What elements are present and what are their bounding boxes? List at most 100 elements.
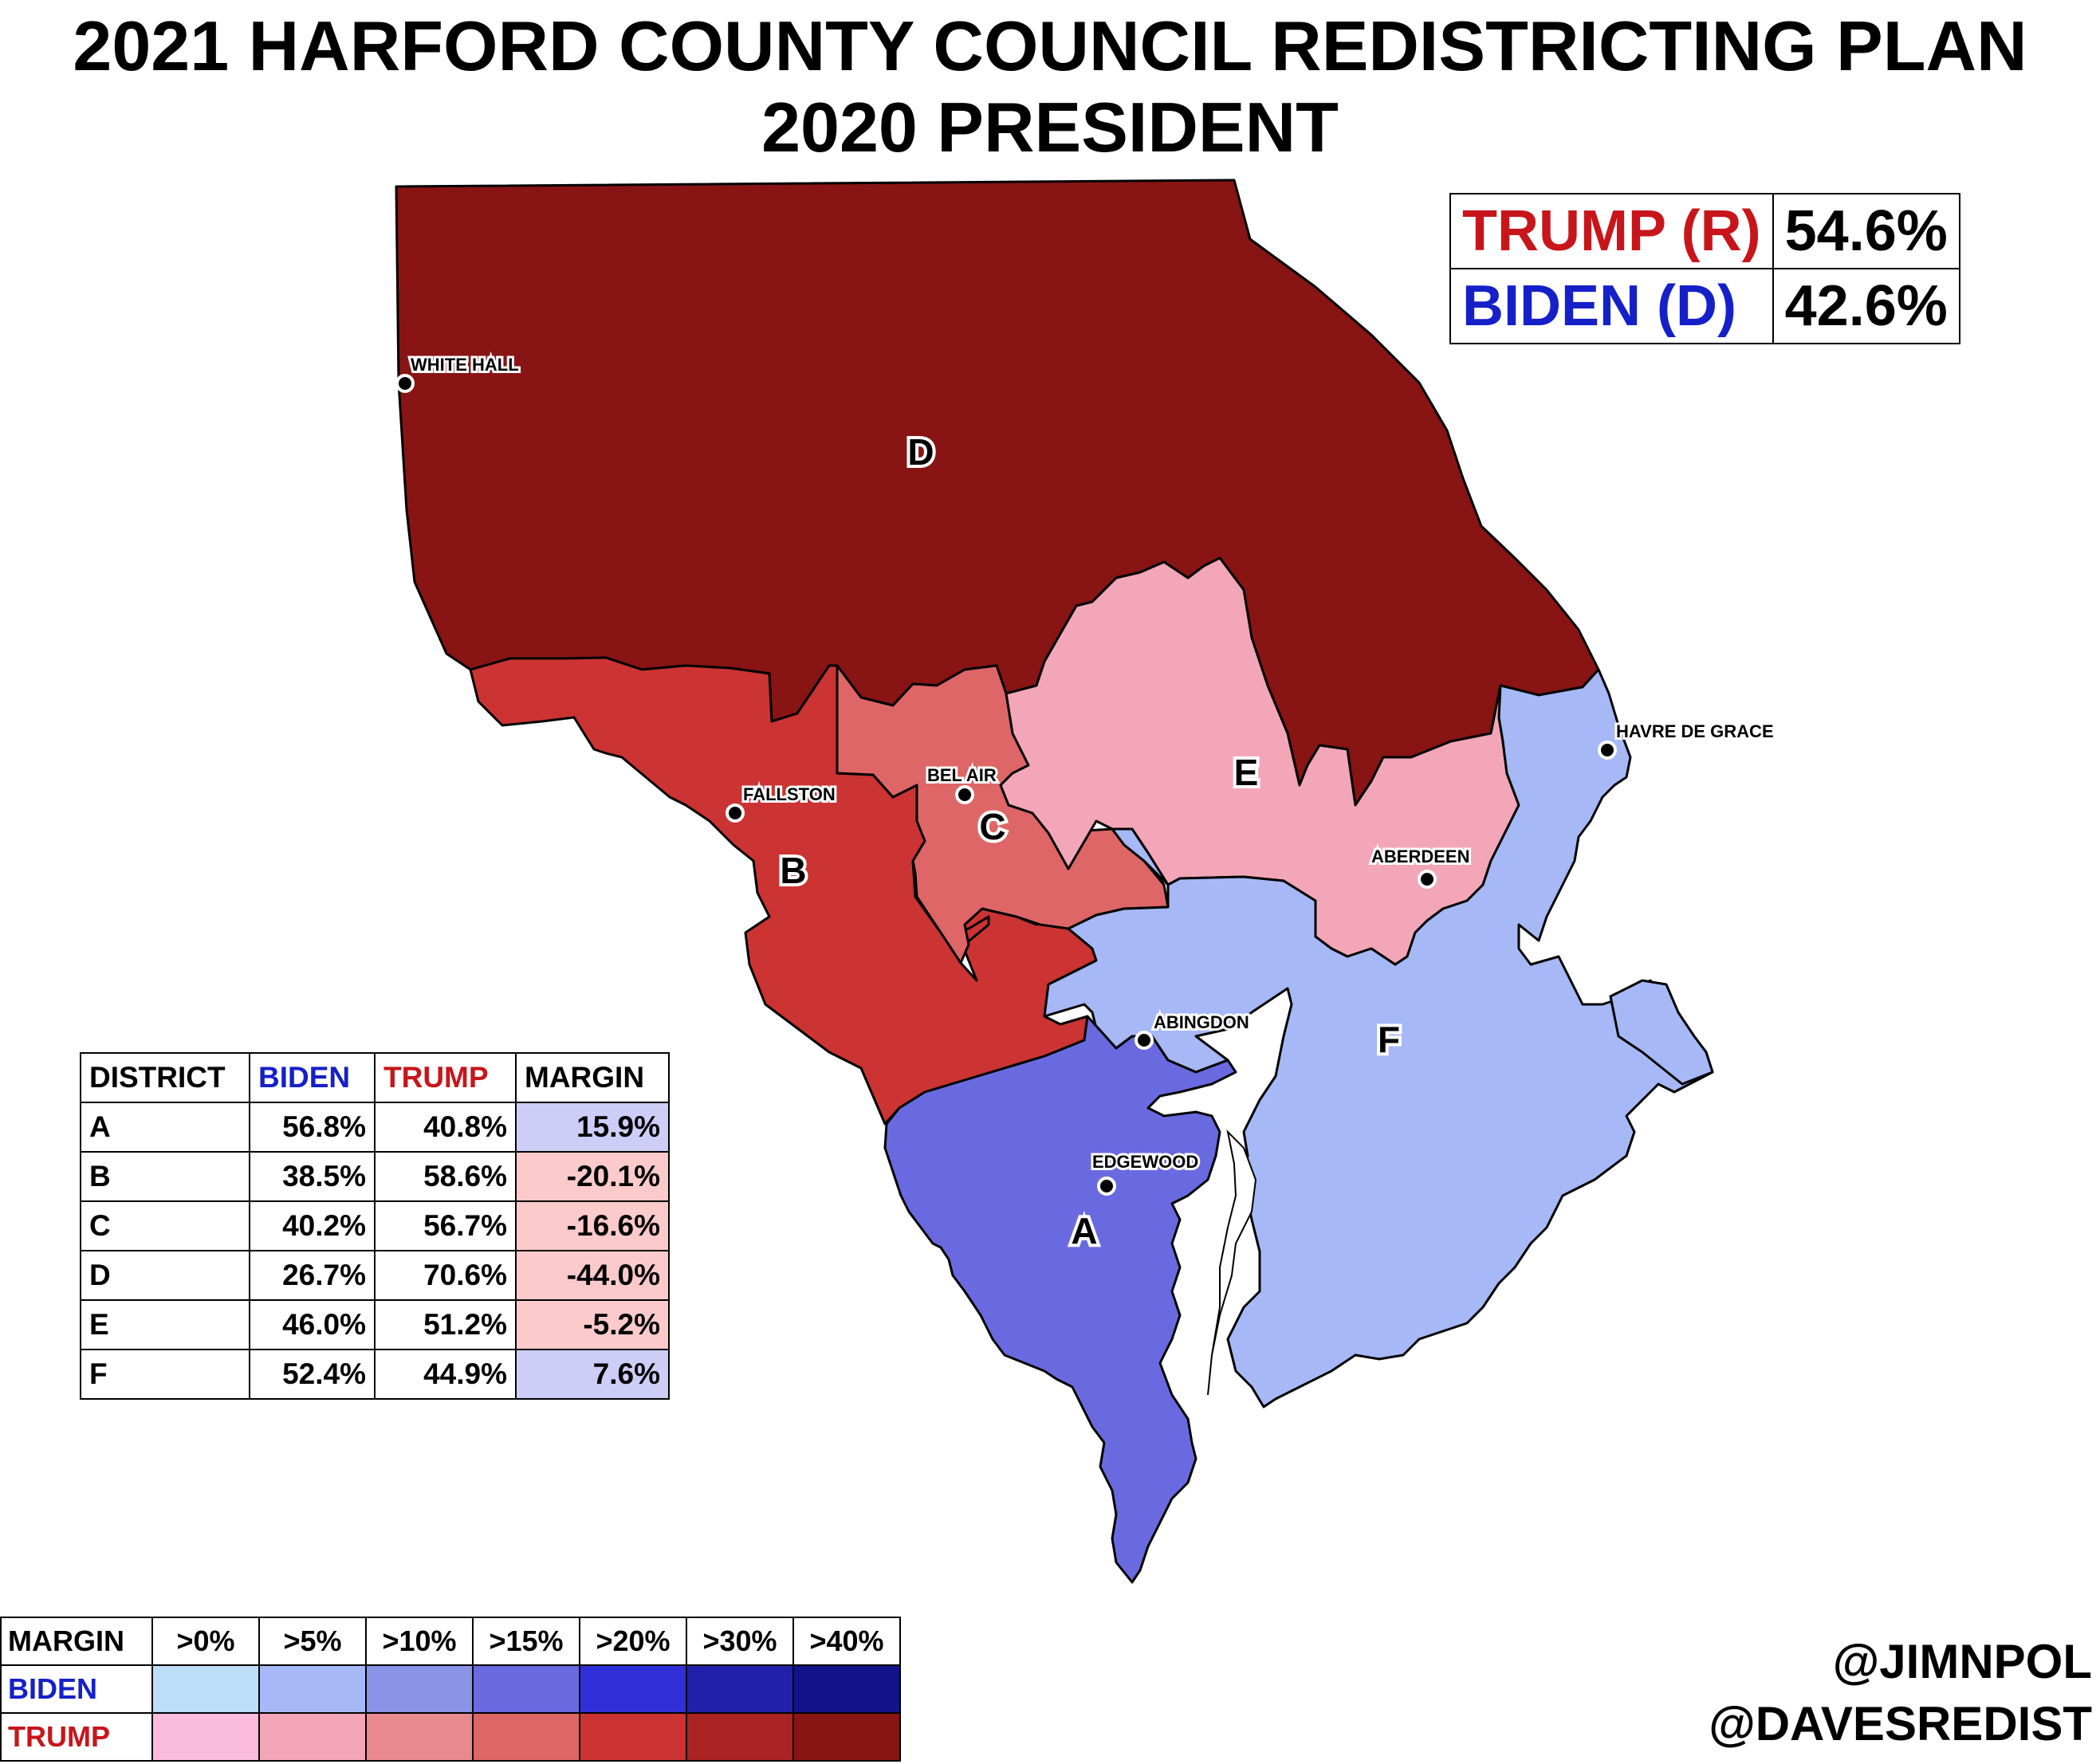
legend-trump-swatch: [365, 1712, 474, 1762]
havre-de-grace-marker: [1598, 741, 1617, 760]
trump-cell: 58.6%: [374, 1151, 517, 1202]
table-row: B 38.5% 58.6% -20.1%: [80, 1151, 670, 1202]
district-b-label: B: [780, 850, 806, 891]
district-f-label: F: [1378, 1019, 1400, 1060]
table-row: A 56.8% 40.8% 15.9%: [80, 1102, 670, 1153]
margin-legend: MARGIN >0% >5% >10% >15% >20% >30% >40% …: [0, 1617, 901, 1762]
legend-biden-label: BIDEN: [0, 1664, 153, 1714]
trump-cell: 70.6%: [374, 1250, 517, 1301]
legend-biden-swatch: [151, 1664, 260, 1714]
legend-trump-label: TRUMP: [0, 1712, 153, 1762]
biden-cell: 56.8%: [249, 1102, 376, 1153]
table-row: D 26.7% 70.6% -44.0%: [80, 1250, 670, 1301]
legend-trump-swatch: [686, 1712, 794, 1762]
fallston-label: FALLSTON: [743, 784, 836, 804]
biden-cell: 26.7%: [249, 1250, 376, 1301]
white-hall-label: WHITE HALL: [411, 355, 519, 375]
district-d-label: D: [907, 431, 934, 473]
trump-result-row: TRUMP (R) 54.6%: [1449, 193, 1960, 269]
district-header: DISTRICT: [80, 1052, 250, 1103]
district-results-table: DISTRICT BIDEN TRUMP MARGIN A 56.8% 40.8…: [80, 1052, 670, 1400]
district-f-peninsula[interactable]: [1609, 979, 1714, 1086]
legend-threshold: >0%: [151, 1617, 260, 1666]
district-cell: D: [80, 1250, 250, 1301]
havre-de-grace-label: HAVRE DE GRACE: [1616, 721, 1774, 741]
biden-cell: 46.0%: [249, 1299, 376, 1350]
trump-cell: 44.9%: [374, 1349, 517, 1400]
legend-trump-row: TRUMP: [0, 1712, 901, 1762]
trump-cell: 56.7%: [374, 1200, 517, 1251]
legend-trump-swatch: [579, 1712, 687, 1762]
district-cell: F: [80, 1349, 250, 1400]
aberdeen-label: ABERDEEN: [1371, 847, 1469, 866]
margin-cell: -20.1%: [515, 1151, 670, 1202]
district-f-region[interactable]: [1043, 668, 1714, 1408]
legend-trump-swatch: [258, 1712, 367, 1762]
map-title: 2021 HARFORD COUNTY COUNCIL REDISTRICTIN…: [73, 6, 2027, 85]
biden-label: BIDEN (D): [1449, 268, 1774, 344]
margin-cell: 15.9%: [515, 1102, 670, 1153]
district-a-region[interactable]: [883, 1015, 1237, 1584]
district-c-label: C: [979, 806, 1005, 847]
margin-header: MARGIN: [515, 1052, 670, 1103]
table-row: F 52.4% 44.9% 7.6%: [80, 1349, 670, 1400]
legend-threshold: >30%: [686, 1617, 794, 1666]
trump-cell: 51.2%: [374, 1299, 517, 1350]
legend-biden-swatch: [792, 1664, 901, 1714]
fallston-marker: [726, 803, 745, 823]
table-row: C 40.2% 56.7% -16.6%: [80, 1200, 670, 1251]
legend-threshold: >10%: [365, 1617, 474, 1666]
legend-header-row: MARGIN >0% >5% >10% >15% >20% >30% >40%: [0, 1617, 901, 1666]
legend-threshold: >15%: [472, 1617, 580, 1666]
credit-davesredist: @DAVESREDIST: [1709, 1697, 2092, 1750]
margin-cell: -44.0%: [515, 1250, 670, 1301]
trump-cell: 40.8%: [374, 1102, 517, 1153]
biden-percent: 42.6%: [1772, 268, 1960, 344]
legend-biden-swatch: [472, 1664, 580, 1714]
credit-jimnpol: @JIMNPOL: [1832, 1635, 2092, 1688]
margin-cell: -16.6%: [515, 1200, 670, 1251]
legend-biden-swatch: [579, 1664, 687, 1714]
table-header-row: DISTRICT BIDEN TRUMP MARGIN: [80, 1052, 670, 1103]
abingdon-label: ABINGDON: [1154, 1012, 1249, 1032]
legend-threshold: >20%: [579, 1617, 687, 1666]
legend-biden-row: BIDEN: [0, 1664, 901, 1714]
white-hall-marker: [395, 374, 415, 393]
legend-threshold: >5%: [258, 1617, 367, 1666]
district-a-label: A: [1071, 1210, 1097, 1251]
legend-header: MARGIN: [0, 1617, 153, 1666]
abingdon-marker: [1135, 1031, 1154, 1050]
legend-biden-swatch: [365, 1664, 474, 1714]
district-e-label: E: [1234, 752, 1259, 793]
biden-cell: 40.2%: [249, 1200, 376, 1251]
countywide-result-box: TRUMP (R) 54.6% BIDEN (D) 42.6%: [1449, 193, 1960, 344]
map-subtitle: 2020 PRESIDENT: [761, 88, 1339, 167]
bel-air-label: BEL AIR: [927, 765, 997, 785]
biden-result-row: BIDEN (D) 42.6%: [1449, 268, 1960, 344]
legend-biden-swatch: [686, 1664, 794, 1714]
margin-cell: 7.6%: [515, 1349, 670, 1400]
aberdeen-marker: [1418, 870, 1437, 889]
biden-cell: 52.4%: [249, 1349, 376, 1400]
edgewood-label: EDGEWOOD: [1092, 1152, 1198, 1172]
district-cell: C: [80, 1200, 250, 1251]
bel-air-marker: [955, 785, 974, 804]
district-cell: E: [80, 1299, 250, 1350]
margin-cell: -5.2%: [515, 1299, 670, 1350]
district-cell: A: [80, 1102, 250, 1153]
biden-header: BIDEN: [249, 1052, 376, 1103]
trump-percent: 54.6%: [1772, 193, 1960, 269]
legend-threshold: >40%: [792, 1617, 901, 1666]
legend-trump-swatch: [151, 1712, 260, 1762]
legend-trump-swatch: [792, 1712, 901, 1762]
trump-header: TRUMP: [374, 1052, 517, 1103]
legend-biden-swatch: [258, 1664, 367, 1714]
trump-label: TRUMP (R): [1449, 193, 1774, 269]
table-row: E 46.0% 51.2% -5.2%: [80, 1299, 670, 1350]
biden-cell: 38.5%: [249, 1151, 376, 1202]
district-cell: B: [80, 1151, 250, 1202]
legend-trump-swatch: [472, 1712, 580, 1762]
bay-inlet: [1207, 1129, 1257, 1396]
edgewood-marker: [1097, 1177, 1116, 1196]
